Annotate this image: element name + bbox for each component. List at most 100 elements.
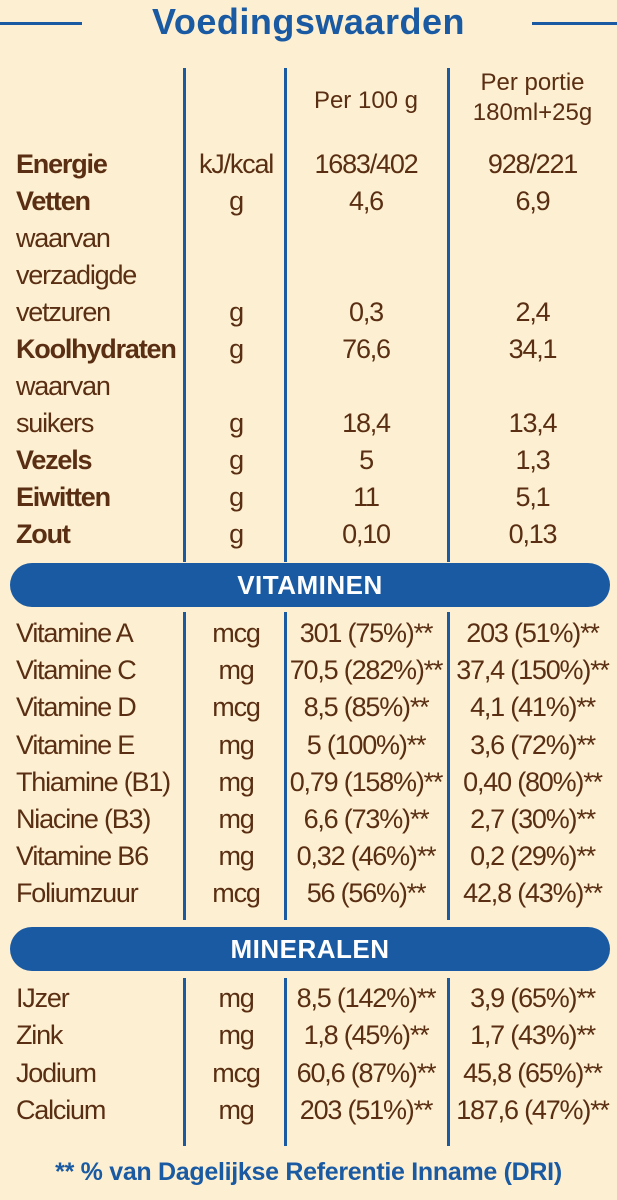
vitamins-per100-cell: 0,79 (158%)** [289,766,444,797]
nutrients-portie-cell: 928/221 [487,149,578,179]
nutrients-unit-cell: g [229,445,244,475]
nutrients-unit-cell: g [229,334,244,364]
vitamins-unit-cell: mg [218,729,254,760]
header-per-portie-line2: 180ml+25g [472,99,593,126]
vitamins-unit-cell: mcg [212,878,261,909]
nutrients-portie-cell: 6,9 [515,186,551,216]
vitamins-row: Vitamine C mg 70,5 (282%)** 37,4 (150%)** [0,652,617,688]
column-divider-3 [447,68,450,562]
nutrients-per100-cell: 4,6 [349,186,384,216]
vitamins-portie-cell: 2,7 (30%)** [470,804,596,834]
nutrients-row: Koolhydraten g 76,6 34,1 [0,331,617,367]
minerals-portie-cell: 3,9 (65%)** [470,983,596,1013]
vitamins-header: VITAMINEN [10,563,610,607]
nutrients-name-cell: waarvan [16,223,111,253]
vitamins-per100-cell: 8,5 (85%)** [303,692,430,723]
nutrients-row: Eiwitten g 11 5,1 [0,479,617,515]
vitamins-name-cell: Foliumzuur [16,878,139,909]
vitamins-name-cell: Thiamine (B1) [16,766,171,797]
header-per-portie-line1: Per portie [480,69,585,96]
vitamins-portie-cell: 4,1 (41%)** [470,692,596,723]
nutrients-portie-cell: 2,4 [515,297,551,327]
nutrients-row: vetzuren g 0,3 2,4 [0,294,617,330]
column-divider-2 [284,68,287,562]
vitamins-unit-cell: mg [218,804,254,834]
nutrients-name-cell: Energie [16,149,108,179]
minerals-unit-cell: mg [218,1094,254,1125]
minerals-name-cell: IJzer [16,983,70,1013]
column-divider-2b [284,612,287,920]
nutrients-name-cell: Vetten [16,186,91,216]
column-divider-3c [447,978,450,1146]
nutrients-row: Vetten g 4,6 6,9 [0,183,617,219]
column-divider-1c [183,978,186,1146]
vitamins-per100-cell: 6,6 (73%)** [303,804,430,834]
minerals-unit-cell: mg [218,1020,254,1051]
nutrients-row: Energie kJ/kcal 1683/402 928/221 [0,146,617,182]
vitamins-row: Vitamine E mg 5 (100%)** 3,6 (72%)** [0,727,617,763]
nutrients-name-cell: Eiwitten [16,482,111,512]
vitamins-name-cell: Vitamine A [16,618,134,648]
vitamins-row: Vitamine B6 mg 0,32 (46%)** 0,2 (29%)** [0,838,617,874]
vitamins-per100-cell: 0,32 (46%)** [296,841,437,872]
minerals-row: IJzer mg 8,5 (142%)** 3,9 (65%)** [0,980,617,1016]
column-divider-1 [183,68,186,562]
nutrients-name-cell: verzadigde [16,260,137,290]
minerals-row: Zink mg 1,8 (45%)** 1,7 (43%)** [0,1017,617,1053]
nutrients-unit-cell: kJ/kcal [198,149,274,179]
nutrients-name-cell: vetzuren [16,297,111,327]
minerals-per100-cell: 203 (51%)** [299,1094,434,1125]
nutrients-row: Zout g 0,10 0,13 [0,516,617,552]
nutrients-per100-cell: 11 [353,482,380,512]
title-rule-right [532,22,617,25]
minerals-per100-cell: 1,8 (45%)** [303,1020,430,1051]
minerals-portie-cell: 1,7 (43%)** [470,1020,596,1051]
minerals-portie-cell: 45,8 (65%)** [463,1057,603,1088]
vitamins-unit-cell: mg [218,841,254,872]
vitamins-portie-cell: 0,40 (80%)** [463,766,603,797]
vitamins-unit-cell: mcg [212,692,261,723]
header-per-portie: Per portie 180ml+25g [450,68,615,128]
minerals-unit-cell: mcg [212,1057,261,1088]
nutrients-unit-cell: g [229,297,244,327]
vitamins-per100-cell: 56 (56%)** [306,878,427,909]
vitamins-per100-cell: 5 (100%)** [306,729,427,760]
nutrients-portie-cell: 1,3 [515,445,551,475]
vitamins-unit-cell: mg [218,655,254,686]
nutrients-per100-cell: 18,4 [342,408,391,438]
vitamins-name-cell: Vitamine E [16,729,135,760]
vitamins-row: Niacine (B3) mg 6,6 (73%)** 2,7 (30%)** [0,801,617,837]
minerals-header: MINERALEN [10,927,610,971]
nutrients-name-cell: suikers [16,408,94,438]
vitamins-name-cell: Vitamine C [16,655,137,686]
nutrients-row: waarvan [0,220,617,256]
nutrients-portie-cell: 34,1 [508,334,558,364]
nutrients-row: Vezels g 5 1,3 [0,442,617,478]
nutrients-per100-cell: 1683/402 [314,149,418,179]
nutrients-portie-cell: 0,13 [508,519,558,549]
nutrients-name-cell: Koolhydraten [16,334,177,364]
minerals-row: Calcium mg 203 (51%)** 187,6 (47%)** [0,1092,617,1128]
nutrients-row: waarvan [0,368,617,404]
vitamins-unit-cell: mg [218,766,254,797]
nutrients-portie-cell: 13,4 [508,408,558,438]
minerals-per100-cell: 8,5 (142%)** [296,983,437,1013]
vitamins-name-cell: Niacine (B3) [16,804,151,834]
column-divider-1b [183,612,186,920]
vitamins-row: Vitamine D mcg 8,5 (85%)** 4,1 (41%)** [0,689,617,725]
page-title: Voedingswaarden [152,1,465,42]
vitamins-portie-cell: 203 (51%)** [466,618,600,648]
vitamins-portie-cell: 37,4 (150%)** [456,655,610,686]
nutrients-per100-cell: 0,3 [349,297,384,327]
vitamins-portie-cell: 3,6 (72%)** [470,729,596,760]
nutrients-portie-cell: 5,1 [515,482,551,512]
vitamins-row: Thiamine (B1) mg 0,79 (158%)** 0,40 (80%)** [0,764,617,800]
minerals-name-cell: Jodium [16,1057,97,1088]
vitamins-row: Vitamine A mcg 301 (75%)** 203 (51%)** [0,615,617,651]
nutrients-per100-cell: 5 [359,445,374,475]
minerals-portie-cell: 187,6 (47%)** [456,1094,610,1125]
nutrients-unit-cell: g [229,186,244,216]
vitamins-name-cell: Vitamine D [16,692,137,723]
minerals-per100-cell: 60,6 (87%)** [296,1057,437,1088]
nutrients-per100-cell: 0,10 [342,519,391,549]
